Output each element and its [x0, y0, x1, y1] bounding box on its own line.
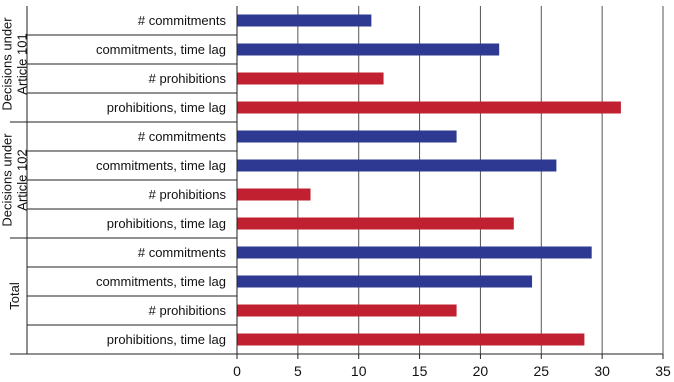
x-tick-label: 5: [294, 363, 302, 379]
x-tick-label: 25: [533, 363, 549, 379]
category-label: commitments, time lag: [96, 42, 226, 57]
bar-2-2: [237, 159, 557, 172]
x-tick-label: 0: [233, 363, 241, 379]
x-tick-label: 15: [412, 363, 428, 379]
group-label-line: Decisions under: [0, 133, 15, 227]
bar-3-2: [237, 275, 533, 288]
category-label: prohibitions, time lag: [107, 216, 226, 231]
category-label: # commitments: [138, 13, 227, 28]
category-label: # prohibitions: [149, 71, 227, 86]
category-labels: # commitments commitments, time lag # proh…: [96, 13, 227, 347]
category-label: # commitments: [138, 129, 227, 144]
x-tick-label: 20: [473, 363, 489, 379]
category-label: prohibitions, time lag: [107, 332, 226, 347]
axis-structure: [10, 6, 663, 355]
x-tick-label: 30: [594, 363, 610, 379]
x-tick-label: 10: [351, 363, 367, 379]
category-label: # prohibitions: [149, 303, 227, 318]
group-label-line: Decisions under: [0, 17, 15, 111]
bar-3-3: [237, 304, 457, 317]
bar-2-1: [237, 130, 457, 143]
group-label: Decisions underArticle 102: [0, 133, 30, 227]
group-label: Decisions underArticle 101: [0, 17, 30, 111]
group-label-line: Total: [7, 282, 22, 310]
category-label: # commitments: [138, 245, 227, 260]
bar-1-4: [237, 101, 621, 114]
bar-2-3: [237, 188, 311, 201]
group-label: Total: [7, 282, 22, 310]
group-label-line: Article 101: [15, 33, 30, 94]
x-tick-label: 35: [655, 363, 671, 379]
group-label-line: Article 102: [15, 149, 30, 210]
category-label: commitments, time lag: [96, 158, 226, 173]
bar-1-1: [237, 14, 372, 27]
category-label: prohibitions, time lag: [107, 100, 226, 115]
tick-labels: 0 5 10 15 20 25 30 35: [233, 354, 671, 379]
category-label: # prohibitions: [149, 187, 227, 202]
category-label: commitments, time lag: [96, 274, 226, 289]
bar-1-2: [237, 43, 500, 56]
grid-lines: [236, 6, 664, 354]
bar-3-4: [237, 333, 585, 346]
bar-2-4: [237, 217, 514, 230]
bar-1-3: [237, 72, 384, 85]
bar-3-1: [237, 246, 592, 259]
bars: [237, 14, 621, 346]
